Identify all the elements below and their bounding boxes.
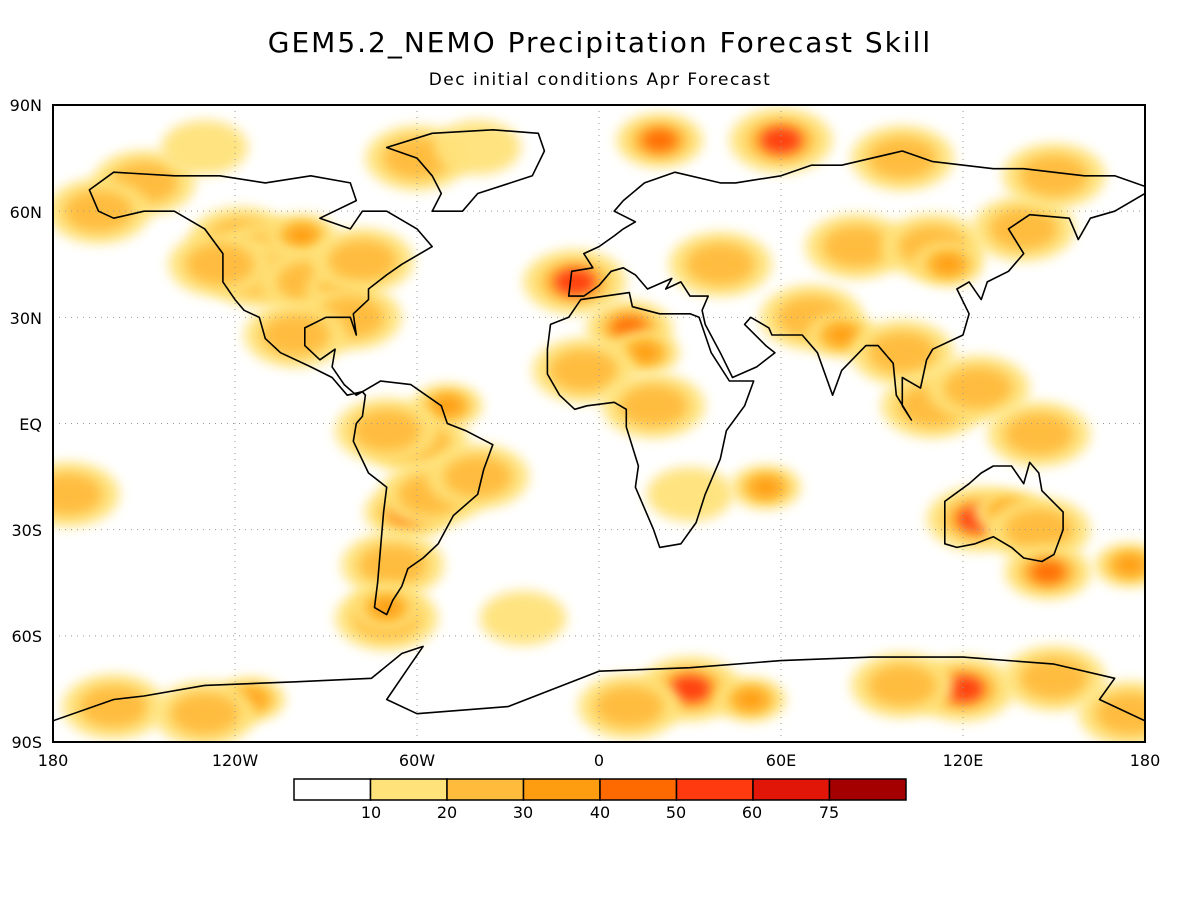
lon-label-60W: 60W (399, 751, 435, 770)
skill-shading-layer (53, 108, 1145, 742)
skill-region-core (760, 127, 802, 154)
skill-region-mid (352, 409, 421, 452)
skill-region-mid (79, 685, 148, 728)
lon-label-0: 0 (594, 751, 604, 770)
skill-region-outer (646, 467, 734, 522)
skill-region-mid (868, 331, 937, 374)
skill-region-mid (868, 664, 937, 707)
legend-swatch (522, 778, 601, 801)
lat-label-90N: 90N (10, 96, 42, 115)
coastline-north-america (88, 171, 433, 396)
skill-region-core (669, 675, 711, 703)
lat-label-30S: 30S (11, 521, 42, 540)
skill-region-mid (328, 239, 397, 282)
skill-region-mid (443, 455, 512, 498)
legend-labels: 10 20 30 40 50 60 75 (361, 803, 839, 822)
legend-label-30: 30 (513, 803, 533, 822)
legend-swatch (752, 778, 831, 801)
lat-label-60S: 60S (11, 627, 42, 646)
coastline-africa (546, 291, 755, 549)
legend-swatch (828, 778, 907, 801)
lat-label-eq: EQ (19, 415, 42, 434)
longitude-labels: 180 120W 60W 0 60E 120E 180 (38, 751, 1161, 770)
skill-region-core (433, 396, 462, 415)
latitude-labels: 90N 60N 30N EQ 30S 60S 90S (10, 96, 42, 752)
legend-label-60: 60 (742, 803, 762, 822)
skill-region-core (751, 478, 781, 497)
coastline-greenland (385, 129, 546, 212)
color-legend (293, 778, 907, 801)
skill-region-mid (595, 685, 664, 728)
legend-swatch (675, 778, 754, 801)
skill-region-outer (434, 120, 521, 175)
skill-region-mid (1004, 413, 1074, 456)
skill-region-core (287, 226, 317, 246)
legend-swatch (293, 778, 372, 801)
skill-region-core (372, 598, 401, 617)
legend-label-75: 75 (819, 803, 839, 822)
skill-region-mid (549, 349, 619, 392)
skill-region-core (553, 268, 596, 296)
skill-region-mid (1019, 154, 1089, 197)
map-title: GEM5.2_NEMO Precipitation Forecast Skill (267, 26, 933, 59)
legend-label-20: 20 (437, 803, 457, 822)
skill-region-mid (185, 243, 255, 286)
skill-region-mid (358, 544, 427, 586)
skill-region-core (827, 325, 856, 345)
legend-swatch (369, 778, 448, 801)
skill-region-mid (822, 225, 892, 268)
skill-region-mid (868, 137, 937, 179)
skill-region-core (642, 129, 678, 152)
skill-region-outer (479, 590, 567, 646)
lon-label-120W: 120W (212, 751, 259, 770)
skill-region-mid (53, 473, 103, 516)
coastline-europe-asia (567, 150, 1145, 421)
plot-frame (52, 104, 1146, 743)
skill-region-core (933, 255, 963, 274)
legend-swatch (599, 778, 678, 801)
skill-region-core (736, 690, 765, 709)
skill-region-core (630, 343, 659, 362)
skill-region-mid (619, 384, 688, 427)
skill-region-core (1030, 560, 1066, 584)
skill-region-outer (161, 120, 248, 175)
lon-label-120E: 120E (943, 751, 984, 770)
map-subtitle: Dec initial conditions Apr Forecast (428, 70, 772, 90)
lon-label-180w: 180 (38, 751, 69, 770)
lon-label-60E: 60E (766, 751, 796, 770)
skill-region-mid (943, 367, 1013, 410)
lat-label-60N: 60N (10, 203, 42, 222)
lat-label-30N: 30N (10, 309, 42, 328)
gridlines (53, 105, 1145, 742)
coastline-south-america (352, 380, 494, 616)
lon-label-180e: 180 (1130, 751, 1161, 770)
skill-region-core (1115, 555, 1145, 575)
legend-label-40: 40 (590, 803, 610, 822)
coastlines (53, 129, 1145, 722)
legend-label-10: 10 (361, 803, 381, 822)
skill-region-mid (989, 207, 1058, 250)
coastline-antarctica (53, 645, 1145, 722)
lat-label-90S: 90S (11, 733, 42, 752)
skill-region-mid (170, 692, 239, 735)
skill-region-mid (1004, 508, 1074, 551)
legend-swatch (446, 778, 525, 801)
skill-region-mid (686, 243, 755, 286)
legend-label-50: 50 (666, 803, 686, 822)
coastline-australia (944, 461, 1064, 563)
